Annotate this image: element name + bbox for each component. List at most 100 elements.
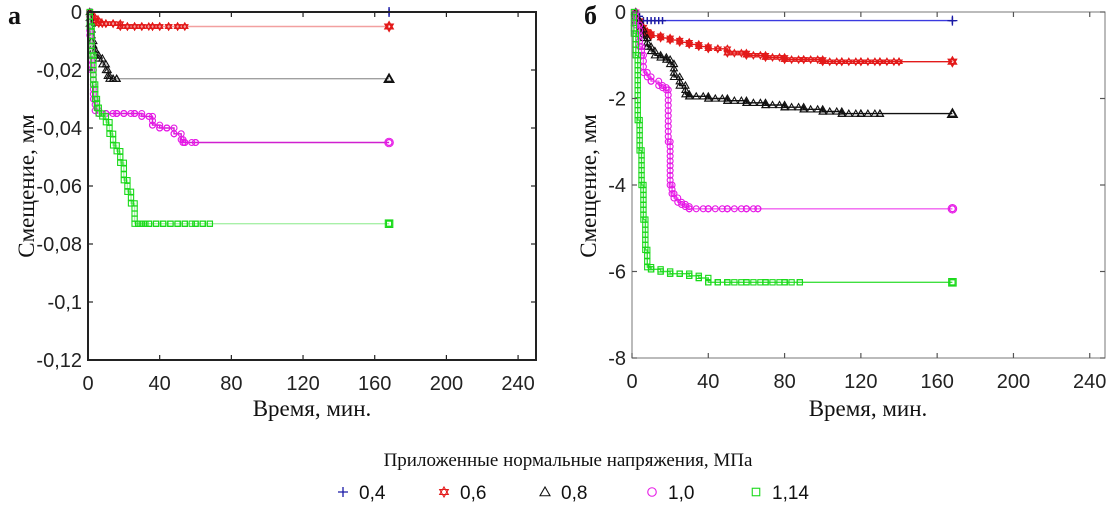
end-point-marker [947,15,958,26]
data-point-marker [754,205,762,213]
chart-b: б 0 40 80 120 160 200 240 0 -2 -4 -6 -8 Время, мин.… [576,1,1106,421]
data-point-marker [703,91,713,100]
data-point-marker [99,113,106,120]
data-point-marker [664,112,672,120]
data-point-marker [863,57,872,67]
data-point-marker [870,57,879,67]
data-point-marker [713,44,722,54]
data-point-marker [780,102,790,111]
data-point-marker [705,279,712,286]
end-point-marker [384,219,394,228]
end-point-marker [383,20,395,33]
data-point-marker [681,200,689,208]
data-point-marker [685,39,694,50]
data-point-marker [948,205,956,213]
data-point-marker [684,89,694,98]
data-point-marker [106,119,113,126]
data-point-marker [870,109,880,117]
data-point-marker [694,41,703,52]
series-0-6 [631,7,958,68]
data-point-marker [156,121,164,129]
data-point-marker [116,21,125,32]
data-point-marker [120,177,128,184]
x-tick-label: 120 [844,371,877,393]
data-point-marker [825,57,834,67]
data-point-marker [714,279,722,286]
data-point-marker [181,138,189,147]
data-point-marker [657,268,664,275]
data-point-marker [124,188,131,195]
data-point-marker [131,109,139,118]
data-point-marker [113,109,121,118]
data-point-marker [851,109,861,117]
data-point-marker [675,76,685,85]
data-point-marker [124,182,131,190]
data-point-marker [837,106,847,115]
data-point-marker [749,50,758,60]
data-point-marker [762,279,769,286]
data-point-marker [138,220,145,227]
data-point-marker [191,138,200,147]
data-point-marker [722,93,732,102]
data-point-marker [655,77,663,85]
data-point-marker [806,55,815,65]
data-point-marker [666,152,674,160]
data-point-marker [676,270,683,277]
end-point-marker [947,55,958,68]
data-point-marker [818,104,828,113]
data-point-marker [680,80,690,89]
data-point-marker [761,98,770,106]
data-point-marker [199,220,206,227]
data-point-marker [718,205,726,213]
data-point-marker [781,279,788,286]
data-point-marker [844,57,853,67]
series-1-0 [86,8,394,148]
data-point-marker [643,69,651,77]
data-point-marker [127,200,135,207]
data-point-marker [148,112,157,120]
series-group-b [630,7,959,287]
data-point-marker [385,21,394,32]
series-line [632,11,953,22]
data-point-marker [635,16,645,24]
data-point-marker [113,148,120,155]
ticks-a: 0 40 80 120 160 200 240 0 -0,02 -0,04 -0,06 -0,08 -0… [36,2,536,395]
data-point-marker [837,109,847,117]
data-point-marker [737,48,746,58]
data-point-marker [668,181,676,189]
series-1-0 [632,8,958,214]
data-point-marker [135,220,142,227]
data-point-marker [117,159,124,166]
data-point-marker [181,220,188,227]
data-point-marker [678,198,686,206]
data-point-marker [832,57,841,67]
legend-label: 0,4 [359,483,386,504]
data-point-marker [120,109,128,118]
data-point-marker [703,93,713,102]
data-point-marker [875,109,885,117]
series-0-8 [85,7,396,83]
y-tick-label: -0,08 [36,234,82,256]
hexagram-marker-icon [438,485,450,499]
data-point-marker [109,109,117,118]
data-point-marker [669,67,679,76]
data-point-marker [756,50,765,60]
data-point-marker [148,117,157,125]
data-point-marker [102,119,110,126]
data-point-marker [818,57,827,67]
data-point-marker [659,17,667,25]
y-tick-label: 0 [615,2,626,24]
data-point-marker [94,50,104,59]
data-point-marker [385,220,393,227]
plot-frame-a [87,11,537,361]
y-tick-label: -0,06 [36,176,82,198]
data-point-marker [130,21,139,32]
data-point-marker [120,159,128,166]
data-point-marker [787,102,797,111]
data-point-marker [643,73,651,81]
data-point-marker [691,91,701,100]
end-point-marker [947,203,958,214]
data-point-marker [666,162,674,170]
data-point-marker [794,55,803,65]
